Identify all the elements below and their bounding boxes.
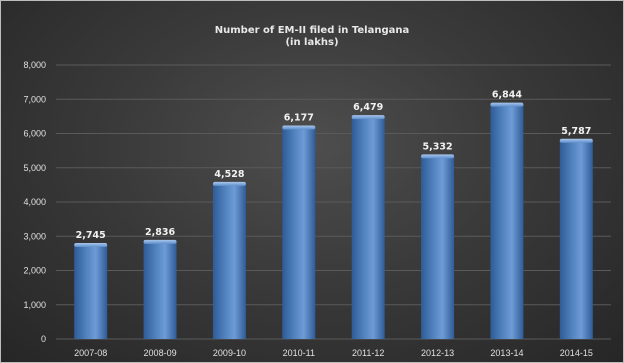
- chart-title: Number of EM-II filed in Telangana: [214, 25, 410, 36]
- data-label: 4,528: [214, 169, 244, 180]
- x-tick-label: 2010-11: [283, 348, 315, 358]
- bar-top-cap: [421, 154, 455, 159]
- data-labels: 2,745 2,836 4,528 6,177 6,479 5,332 6,844 5,787: [76, 90, 592, 241]
- y-tick-label: 7,000: [23, 94, 46, 104]
- bar-top-cap: [351, 115, 385, 120]
- data-label: 2,836: [145, 227, 175, 238]
- x-tick-label: 2008-09: [144, 348, 177, 358]
- y-tick-label: 2,000: [23, 266, 46, 276]
- chart-subtitle: (in lakhs): [285, 37, 339, 48]
- x-axis-ticks: 2007-08 2008-09 2009-10 2010-11 2011-12 2012-…: [74, 348, 593, 358]
- x-tick-label: 2011-12: [352, 348, 384, 358]
- bar-top-cap: [490, 102, 524, 107]
- bar-top-cap: [74, 242, 108, 247]
- bars: [74, 102, 593, 340]
- y-tick-label: 0: [41, 334, 46, 344]
- data-label: 6,479: [353, 102, 383, 113]
- bar: [490, 104, 524, 339]
- x-tick-label: 2013-14: [490, 348, 523, 358]
- bar-top-cap: [212, 181, 246, 186]
- bar: [421, 156, 455, 339]
- data-label: 6,844: [492, 90, 522, 101]
- bar-top-cap: [143, 239, 177, 244]
- bar: [212, 183, 246, 339]
- data-label: 5,787: [561, 126, 591, 137]
- y-axis-ticks: 0 1,000 2,000 3,000 4,000 5,000 6,000 7,000 8,00…: [23, 60, 46, 344]
- y-tick-label: 3,000: [23, 231, 46, 241]
- x-tick-label: 2014-15: [560, 348, 593, 358]
- y-tick-label: 8,000: [23, 60, 46, 70]
- y-tick-label: 6,000: [23, 129, 46, 139]
- chart-title-block: Number of EM-II filed in Telangana (in l…: [1, 25, 623, 49]
- y-tick-label: 5,000: [23, 163, 46, 173]
- bar-top-cap: [282, 125, 316, 130]
- bar: [282, 127, 316, 340]
- data-label: 5,332: [423, 141, 453, 152]
- bar: [351, 117, 385, 339]
- data-label: 2,745: [76, 230, 106, 241]
- x-tick-label: 2007-08: [74, 348, 107, 358]
- x-tick-label: 2009-10: [213, 348, 246, 358]
- bar: [143, 241, 177, 339]
- y-tick-label: 1,000: [23, 300, 46, 310]
- bar: [559, 140, 593, 339]
- x-tick-label: 2012-13: [421, 348, 454, 358]
- bar-top-cap: [559, 138, 593, 143]
- y-tick-label: 4,000: [23, 197, 46, 207]
- data-label: 6,177: [284, 112, 314, 123]
- bar: [74, 244, 108, 339]
- grid-lines: [56, 64, 611, 340]
